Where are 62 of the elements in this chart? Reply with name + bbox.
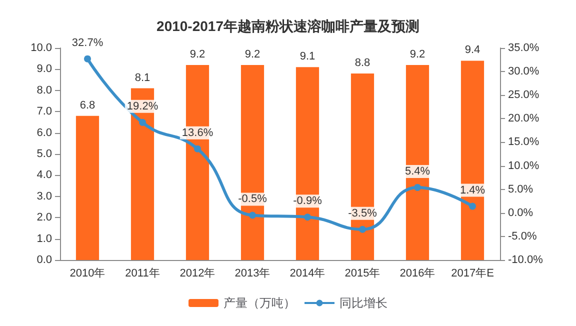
y2-tick-label: 30.0% bbox=[508, 66, 540, 78]
y2-tick-label: 35.0% bbox=[508, 42, 540, 54]
y2-tick-label: 20.0% bbox=[508, 112, 540, 125]
y2-tick-label: -5.0% bbox=[508, 230, 537, 242]
y2-tick-label: 15.0% bbox=[508, 136, 540, 148]
y-tick-label: 4.0 bbox=[36, 169, 52, 182]
y-tick-label: 1.0 bbox=[36, 232, 52, 245]
data-label: 9.2 bbox=[244, 48, 260, 60]
x-tick-label: 2015年 bbox=[344, 268, 380, 280]
data-label: 32.7% bbox=[72, 36, 104, 49]
y-tick-label: 0.0 bbox=[36, 254, 52, 266]
data-label: 6.8 bbox=[80, 99, 96, 112]
x-tick-label: 2010年 bbox=[70, 268, 106, 280]
data-label: 13.6% bbox=[182, 126, 214, 139]
y-tick-label: 2.0 bbox=[36, 212, 52, 224]
data-label: -0.9% bbox=[293, 195, 322, 208]
x-tick-label: 2014年 bbox=[290, 268, 326, 280]
x-tick-label: 2011年 bbox=[125, 268, 160, 280]
chart-title: 2010-2017年越南粉状速溶咖啡产量及预测 bbox=[156, 18, 420, 34]
y-tick-label: 5.0 bbox=[36, 148, 52, 160]
y2-tick-label: -10.0% bbox=[508, 254, 544, 266]
data-label: 9.4 bbox=[464, 44, 480, 56]
y-tick-label: 9.0 bbox=[36, 63, 52, 76]
x-tick-label: 2013年 bbox=[234, 268, 270, 280]
bar bbox=[76, 116, 100, 260]
legend-label: 产量（万吨） bbox=[224, 296, 296, 310]
data-label: 19.2% bbox=[126, 100, 158, 112]
y-tick-label: 7.0 bbox=[36, 106, 52, 118]
y2-tick-label: 10.0% bbox=[508, 160, 540, 172]
point bbox=[469, 202, 476, 210]
x-tick-label: 2016年 bbox=[400, 268, 436, 280]
point bbox=[84, 55, 91, 62]
point bbox=[249, 212, 256, 219]
bar bbox=[350, 73, 374, 260]
y2-tick-label: 25.0% bbox=[508, 89, 540, 102]
data-label: 9.1 bbox=[300, 50, 316, 63]
point bbox=[194, 145, 201, 152]
point bbox=[359, 226, 366, 233]
y2-tick-label: 0.0% bbox=[508, 206, 534, 219]
data-label: 5.4% bbox=[404, 165, 430, 178]
point bbox=[414, 184, 421, 191]
bar bbox=[406, 64, 430, 260]
data-label: 1.4% bbox=[460, 184, 486, 196]
data-label: -3.5% bbox=[348, 207, 378, 220]
y2-tick-label: 5.0% bbox=[508, 183, 534, 196]
bar bbox=[460, 60, 484, 260]
legend-label: 同比增长 bbox=[340, 296, 388, 310]
x-tick-label: 2017年E bbox=[451, 268, 494, 280]
y-tick-label: 6.0 bbox=[36, 126, 52, 139]
data-label: 9.2 bbox=[190, 48, 206, 60]
data-label: 8.1 bbox=[134, 72, 150, 84]
bar bbox=[240, 64, 264, 260]
point bbox=[304, 214, 311, 221]
point bbox=[139, 118, 146, 126]
y-tick-label: 3.0 bbox=[36, 190, 52, 202]
data-label: -0.5% bbox=[238, 193, 268, 206]
y-tick-label: 8.0 bbox=[36, 84, 52, 96]
data-label: 8.8 bbox=[354, 56, 370, 69]
x-tick-label: 2012年 bbox=[180, 268, 216, 280]
bar bbox=[296, 67, 320, 260]
y-tick-label: 10.0 bbox=[30, 42, 52, 54]
data-label: 9.2 bbox=[410, 48, 426, 60]
